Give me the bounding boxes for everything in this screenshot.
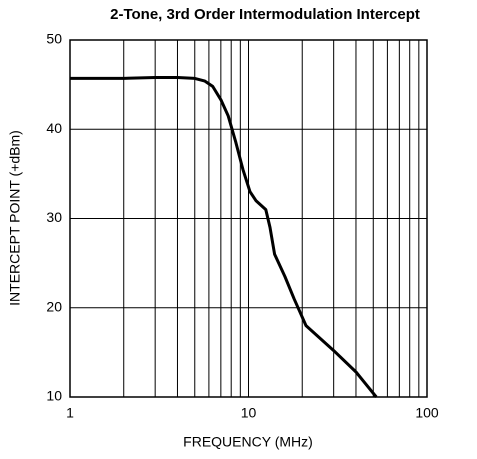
y-tick-label: 40	[46, 120, 62, 136]
x-tick-label: 1	[66, 405, 74, 421]
y-tick-label: 20	[46, 298, 62, 314]
y-tick-label: 50	[46, 31, 62, 47]
data-line	[70, 76, 378, 398]
chart-title: 2-Tone, 3rd Order Intermodulation Interc…	[110, 6, 420, 23]
x-tick-label: 10	[241, 405, 257, 421]
x-tick-label: 100	[415, 405, 439, 421]
y-tick-label: 30	[46, 209, 62, 225]
y-tick-label: 10	[46, 388, 62, 404]
plot-frame	[69, 39, 428, 398]
x-axis-label: FREQUENCY (MHz)	[183, 434, 313, 450]
y-axis-label: INTERCEPT POINT (+dBm)	[7, 130, 23, 306]
